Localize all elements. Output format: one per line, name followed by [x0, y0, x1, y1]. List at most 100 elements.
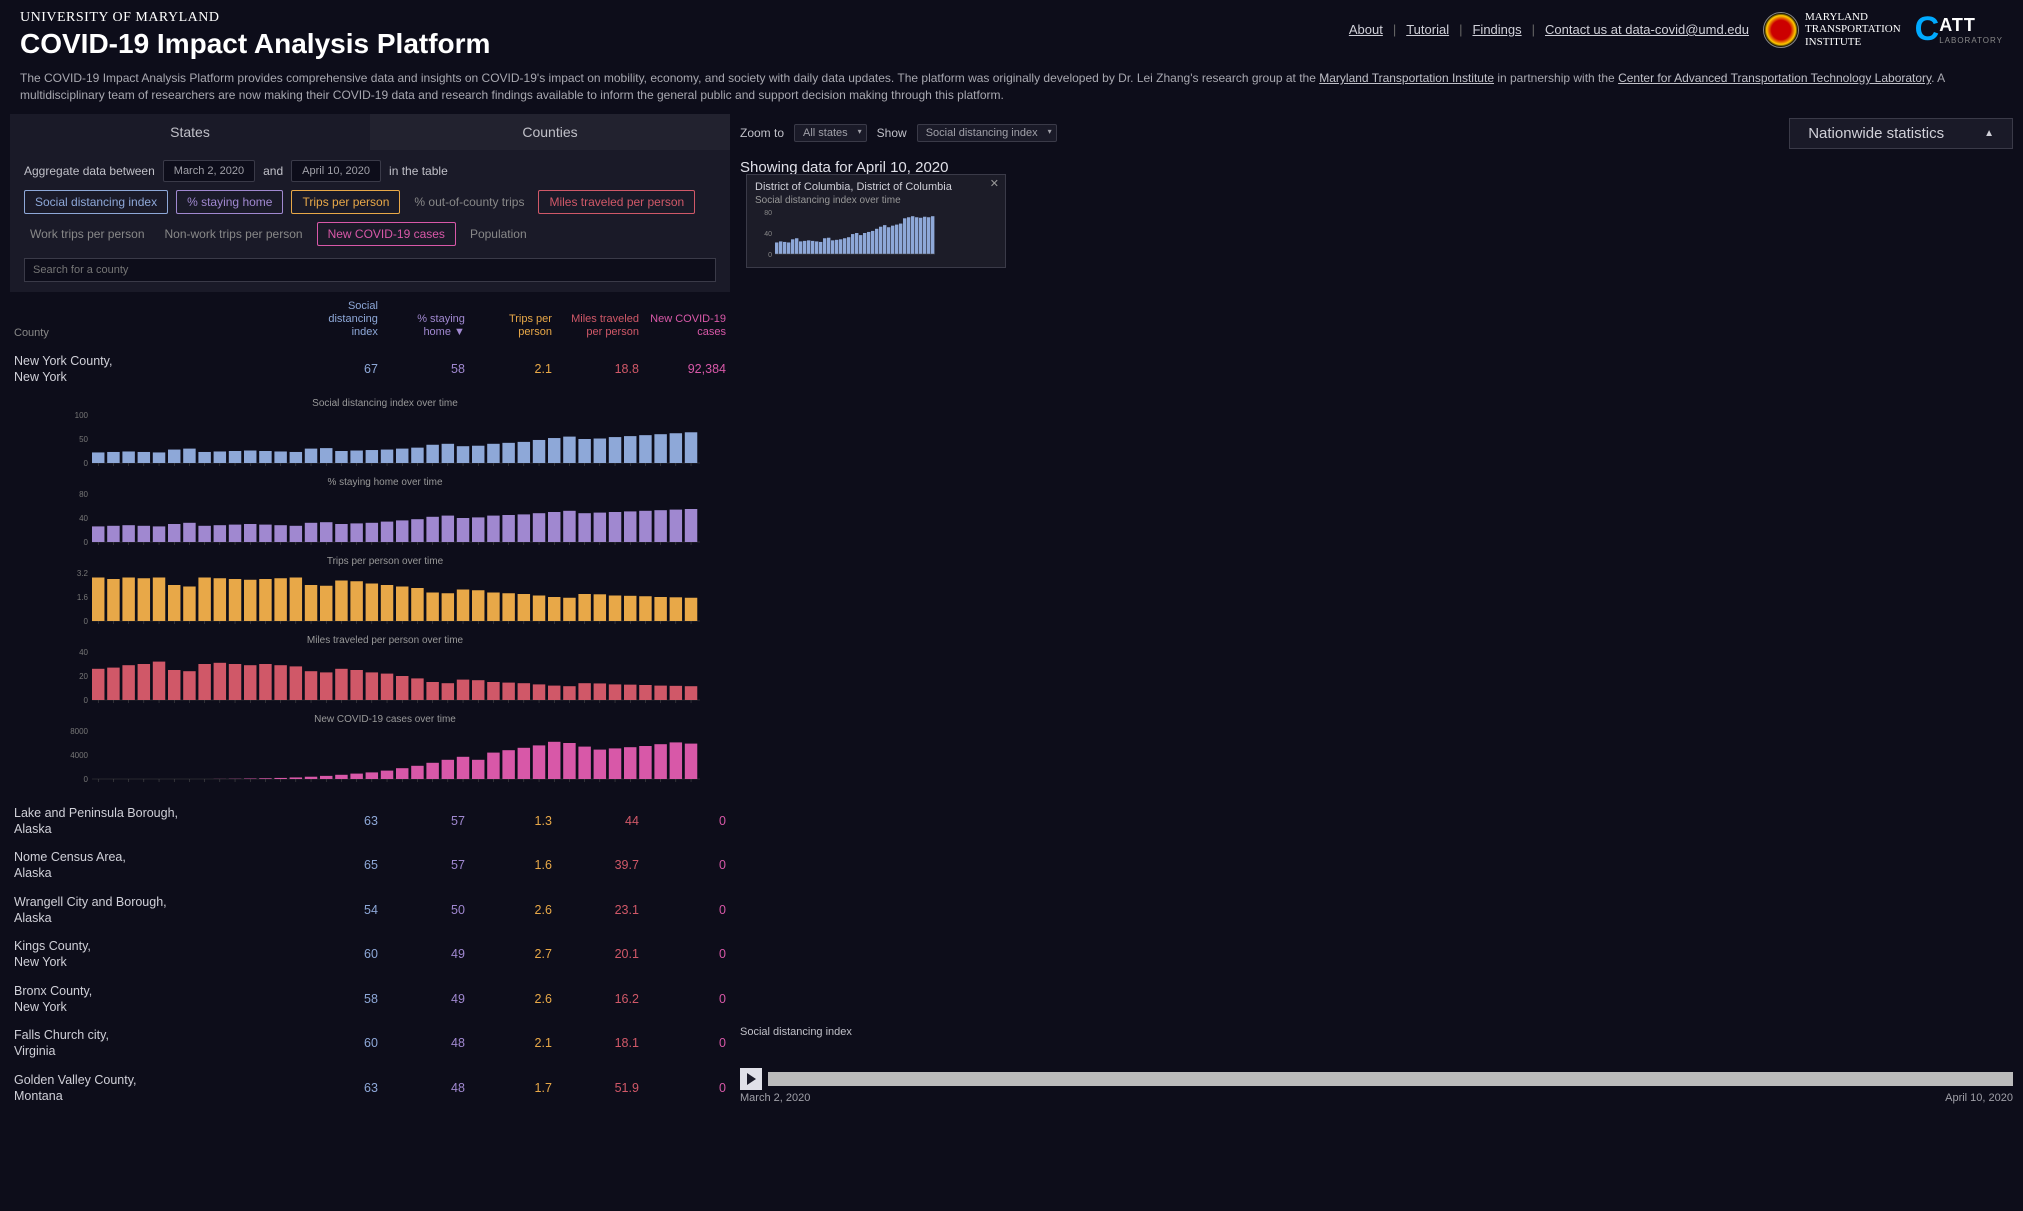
table-row[interactable]: Bronx County, New York 58 49 2.6 16.2 0: [10, 977, 730, 1022]
cell-county: Kings County, New York: [14, 938, 291, 971]
metric-trips-button[interactable]: Trips per person: [291, 190, 400, 214]
cell-tpp: 1.3: [465, 814, 552, 828]
th-sdi[interactable]: Social distancing index: [291, 300, 378, 340]
mini-chart-title: New COVID-19 cases over time: [60, 714, 710, 725]
show-dropdown[interactable]: Social distancing index: [917, 124, 1057, 142]
cell-mtp: 23.1: [552, 903, 639, 917]
right-panel: Zoom to All states Show Social distancin…: [740, 114, 2013, 1111]
cell-county: Golden Valley County, Montana: [14, 1072, 291, 1105]
svg-text:40: 40: [79, 648, 88, 657]
intro-text-b: in partnership with the: [1494, 71, 1618, 85]
th-staying-home[interactable]: % staying home ▼: [378, 313, 465, 339]
metric-work-trips-button[interactable]: Work trips per person: [24, 223, 151, 245]
left-panel: States Counties Aggregate data between M…: [10, 114, 730, 1111]
nav-contact[interactable]: Contact us at data-covid@umd.edu: [1545, 22, 1749, 37]
date-end-input[interactable]: April 10, 2020: [291, 160, 381, 182]
geo-tabs: States Counties: [10, 114, 730, 150]
chevron-up-icon: ▲: [1984, 128, 1994, 139]
link-mti[interactable]: Maryland Transportation Institute: [1319, 71, 1494, 85]
nationwide-toggle[interactable]: Nationwide statistics ▲: [1789, 118, 2013, 149]
timeline: [740, 1068, 2013, 1090]
metric-ooc-button[interactable]: % out-of-county trips: [408, 191, 530, 213]
cell-sdi: 54: [291, 903, 378, 917]
link-catt[interactable]: Center for Advanced Transportation Techn…: [1618, 71, 1931, 85]
th-county[interactable]: County: [14, 327, 291, 339]
catt-subtitle: LABORATORY: [1939, 36, 2003, 45]
nav-about[interactable]: About: [1349, 22, 1383, 37]
zoom-dropdown[interactable]: All states: [794, 124, 867, 142]
table-row[interactable]: Wrangell City and Borough, Alaska 54 50 …: [10, 888, 730, 933]
table-header-row: County Social distancing index % staying…: [10, 292, 730, 348]
filter-panel: Aggregate data between March 2, 2020 and…: [10, 150, 730, 292]
catt-brand: ATT: [1939, 15, 2003, 36]
tooltip-subtitle: Social distancing index over time: [755, 195, 997, 206]
cell-cov: 0: [639, 947, 726, 961]
timeline-end: April 10, 2020: [1945, 1092, 2013, 1104]
cell-county: Nome Census Area, Alaska: [14, 849, 291, 882]
svg-text:80: 80: [764, 210, 772, 217]
svg-text:20: 20: [79, 672, 88, 681]
date-start-input[interactable]: March 2, 2020: [163, 160, 255, 182]
map-legend-area: Social distancing index March 2, 2020 Ap…: [740, 1020, 2013, 1110]
metric-sdi-button[interactable]: Social distancing index: [24, 190, 168, 214]
play-button[interactable]: [740, 1068, 762, 1090]
th-trips[interactable]: Trips per person: [465, 313, 552, 339]
nav-findings[interactable]: Findings: [1472, 22, 1521, 37]
choropleth-map[interactable]: [740, 182, 2013, 1021]
mini-charts-panel: Social distancing index over time100500%…: [10, 392, 730, 799]
tooltip-close-icon[interactable]: ✕: [990, 177, 999, 190]
and-label: and: [263, 164, 283, 178]
cell-cov: 0: [639, 1036, 726, 1050]
svg-text:50: 50: [79, 435, 88, 444]
cell-mtp: 18.8: [552, 362, 639, 376]
mini-chart-mtp: Miles traveled per person over time40200: [60, 635, 710, 706]
th-miles[interactable]: Miles traveled per person: [552, 313, 639, 339]
page-title: COVID-19 Impact Analysis Platform: [20, 28, 490, 60]
metric-covid-button[interactable]: New COVID-19 cases: [317, 222, 456, 246]
cell-mtp: 18.1: [552, 1036, 639, 1050]
table-row[interactable]: Golden Valley County, Montana 63 48 1.7 …: [10, 1066, 730, 1111]
cell-mtp: 20.1: [552, 947, 639, 961]
legend-title: Social distancing index: [740, 1026, 2013, 1038]
mini-chart-tpp: Trips per person over time3.21.60: [60, 556, 710, 627]
legend-bar: [740, 1042, 1120, 1062]
metric-nonwork-trips-button[interactable]: Non-work trips per person: [159, 223, 309, 245]
cell-county: Falls Church city, Virginia: [14, 1027, 291, 1060]
table-row[interactable]: Nome Census Area, Alaska 65 57 1.6 39.7 …: [10, 843, 730, 888]
th-covid[interactable]: New COVID-19 cases: [639, 313, 726, 339]
map-tooltip: ✕ District of Columbia, District of Colu…: [746, 174, 1006, 268]
table-row[interactable]: Falls Church city, Virginia 60 48 2.1 18…: [10, 1021, 730, 1066]
timeline-track[interactable]: [768, 1072, 2013, 1086]
svg-text:40: 40: [764, 231, 772, 238]
cell-cov: 0: [639, 992, 726, 1006]
zoom-label: Zoom to: [740, 126, 784, 140]
table-row[interactable]: Lake and Peninsula Borough, Alaska 63 57…: [10, 799, 730, 844]
cell-sh: 57: [378, 814, 465, 828]
cell-tpp: 1.7: [465, 1081, 552, 1095]
svg-text:0: 0: [84, 459, 89, 468]
mini-chart-title: Trips per person over time: [60, 556, 710, 567]
cell-tpp: 1.6: [465, 858, 552, 872]
tab-states[interactable]: States: [10, 114, 370, 150]
table-row[interactable]: New York County, New York 67 58 2.1 18.8…: [10, 347, 730, 392]
mini-chart-title: Miles traveled per person over time: [60, 635, 710, 646]
cell-mtp: 51.9: [552, 1081, 639, 1095]
cell-cov: 92,384: [639, 362, 726, 376]
metric-miles-button[interactable]: Miles traveled per person: [538, 190, 695, 214]
svg-text:3.2: 3.2: [77, 569, 89, 578]
county-search-input[interactable]: [24, 258, 716, 282]
metric-population-button[interactable]: Population: [464, 223, 533, 245]
cell-mtp: 44: [552, 814, 639, 828]
cell-mtp: 16.2: [552, 992, 639, 1006]
catt-logo: C ATT LABORATORY: [1915, 10, 2003, 49]
cell-county: Wrangell City and Borough, Alaska: [14, 894, 291, 927]
show-label: Show: [877, 126, 907, 140]
us-map-svg: [740, 182, 2013, 1021]
table-row[interactable]: Kings County, New York 60 49 2.7 20.1 0: [10, 932, 730, 977]
metric-staying-home-button[interactable]: % staying home: [176, 190, 283, 214]
tab-counties[interactable]: Counties: [370, 114, 730, 150]
nav-tutorial[interactable]: Tutorial: [1406, 22, 1449, 37]
cell-sh: 50: [378, 903, 465, 917]
tooltip-title: District of Columbia, District of Columb…: [755, 181, 997, 193]
intro-paragraph: The COVID-19 Impact Analysis Platform pr…: [0, 64, 2023, 114]
